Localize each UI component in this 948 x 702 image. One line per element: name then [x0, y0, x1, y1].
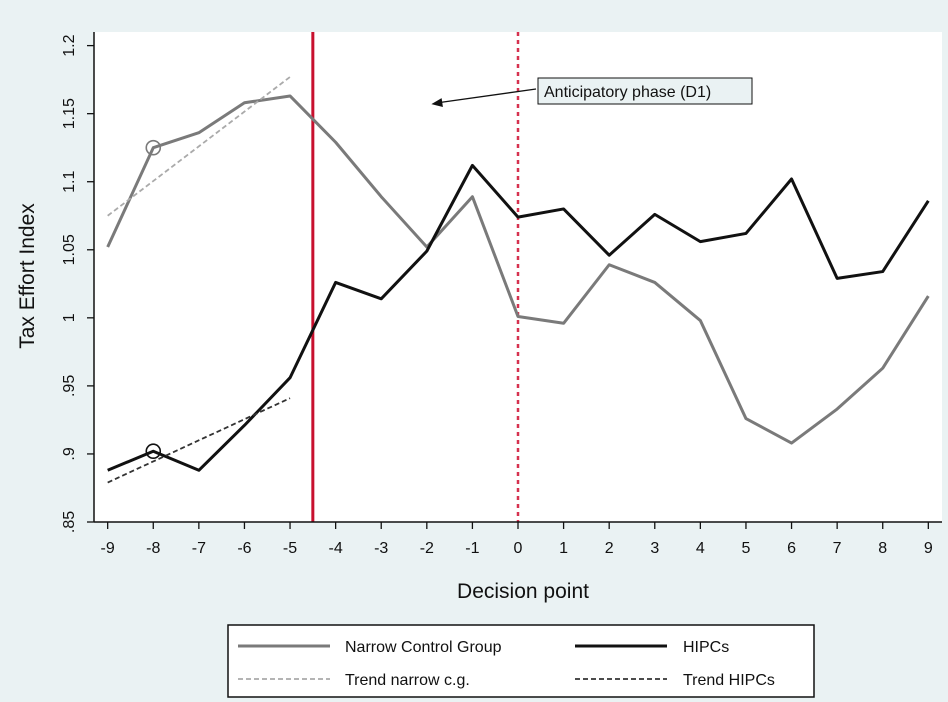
y-tick-label: 1.2 [61, 34, 78, 56]
x-axis-title: Decision point [457, 580, 589, 603]
x-axis-ticks: -9 -8 -7 -6 -5 -4 -3 -2 -1 0 1 2 3 4 5 6 7 8 9 [101, 522, 933, 557]
annotation-text: Anticipatory phase (D1) [544, 84, 711, 101]
circle-marker-1 [145, 443, 162, 460]
x-tick-label: 9 [924, 540, 933, 557]
x-tick-label: 7 [833, 540, 842, 557]
circle-marker-0 [145, 139, 162, 156]
x-tick-label: 2 [605, 540, 614, 557]
x-tick-label: -2 [420, 540, 434, 557]
x-tick-label: 1 [559, 540, 568, 557]
x-tick-label: -9 [101, 540, 115, 557]
y-tick-label: .9 [61, 447, 78, 460]
x-tick-label: -8 [146, 540, 160, 557]
series-lines [106, 76, 930, 484]
x-tick-label: -5 [283, 540, 297, 557]
legend-box [227, 624, 815, 698]
legend-label-narrow: Narrow Control Group [345, 639, 502, 656]
legend-label-hipcs: HIPCs [683, 639, 729, 656]
annotation-arrow [435, 88, 537, 104]
x-tick-label: 5 [742, 540, 751, 557]
y-tick-label: 1.1 [61, 171, 78, 193]
x-tick-label: -4 [329, 540, 343, 557]
legend-label-trend-hipcs: Trend HIPCs [683, 672, 775, 689]
legend-label-trend-narrow: Trend narrow c.g. [345, 672, 470, 689]
x-tick-label: -1 [465, 540, 479, 557]
x-tick-label: 6 [787, 540, 796, 557]
y-tick-label: .85 [61, 511, 78, 533]
x-tick-label: -3 [374, 540, 388, 557]
y-axis-title: Tax Effort Index [16, 203, 39, 349]
annotation: Anticipatory phase (D1) [431, 77, 753, 108]
y-tick-label: .95 [61, 375, 78, 397]
x-tick-label: 8 [878, 540, 887, 557]
circle-markers [145, 139, 162, 460]
annotation-arrowhead [431, 98, 443, 108]
annotation-box [537, 77, 753, 105]
series-line-hipcs [107, 163, 930, 472]
legend: Narrow Control Group HIPCs Trend narrow … [227, 624, 815, 698]
x-tick-label: 4 [696, 540, 705, 557]
reference-lines [311, 32, 520, 522]
y-tick-label: 1 [61, 313, 78, 322]
y-tick-label: 1.05 [61, 234, 78, 265]
x-tick-label: 0 [514, 540, 523, 557]
y-tick-label: 1.15 [61, 98, 78, 129]
x-tick-label: -7 [192, 540, 206, 557]
y-axis-ticks: .85 .9 .95 1 1.05 1.1 1.15 1.2 [61, 34, 94, 533]
x-tick-label: 3 [650, 540, 659, 557]
series-line-trend-hipcs [107, 397, 291, 484]
series-line-narrow-control-group [106, 94, 930, 445]
x-tick-label: -6 [237, 540, 251, 557]
series-line-trend-narrow-c-g- [107, 76, 291, 217]
